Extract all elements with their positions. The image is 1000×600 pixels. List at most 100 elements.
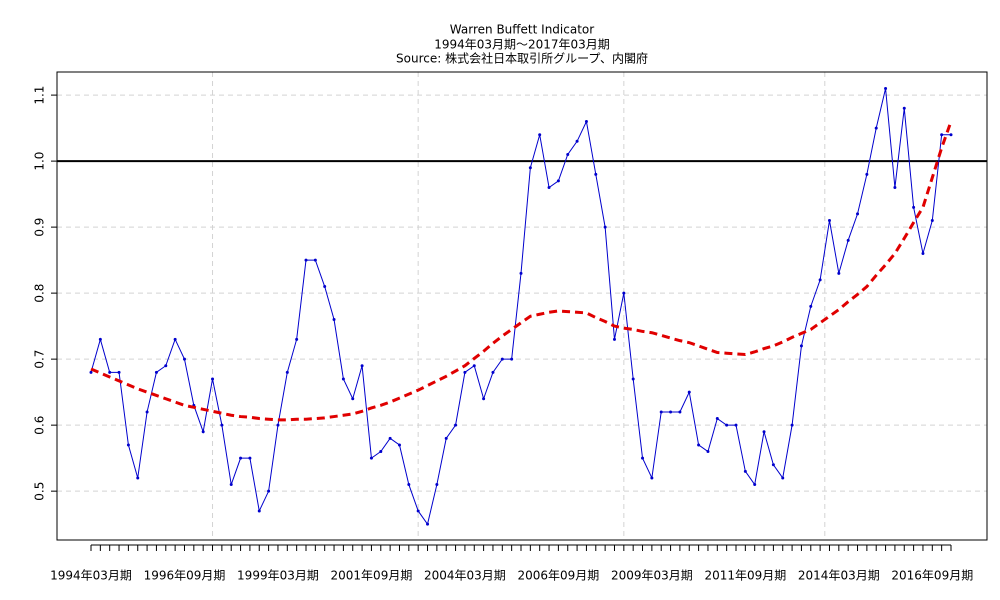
data-point — [248, 456, 252, 460]
data-point — [809, 304, 813, 308]
x-tick-label: 2016年09月期 — [891, 569, 973, 583]
data-point — [556, 179, 560, 183]
data-point — [341, 377, 345, 381]
data-point — [407, 483, 411, 487]
data-point — [173, 337, 177, 341]
y-tick-label: 0.6 — [33, 416, 47, 435]
series-line — [90, 88, 951, 526]
data-point — [678, 410, 682, 414]
data-point — [865, 172, 869, 176]
data-point — [388, 436, 392, 440]
data-point — [332, 318, 336, 322]
y-tick-label: 0.5 — [33, 482, 47, 501]
data-point — [145, 410, 149, 414]
data-point — [510, 357, 514, 361]
data-point — [781, 476, 785, 480]
data-point — [500, 357, 504, 361]
data-point — [650, 476, 654, 480]
data-point — [257, 509, 261, 513]
data-point — [584, 120, 588, 124]
data-point — [454, 423, 458, 427]
data-point — [547, 186, 551, 190]
chart-title: Warren Buffett Indicator — [450, 23, 594, 37]
x-tick-label: 1994年03月期 — [50, 569, 132, 583]
data-point — [435, 483, 439, 487]
data-point — [285, 370, 289, 374]
data-point — [444, 436, 448, 440]
data-point — [397, 443, 401, 447]
x-tick-label: 2014年03月期 — [798, 569, 880, 583]
data-point — [89, 370, 93, 374]
data-point — [799, 344, 803, 348]
data-point — [575, 139, 579, 143]
data-point — [949, 133, 953, 137]
data-point — [884, 87, 888, 91]
data-point — [126, 443, 130, 447]
data-point — [837, 271, 841, 275]
data-point — [538, 133, 542, 137]
y-tick-label: 0.8 — [33, 284, 47, 303]
data-point — [304, 258, 308, 262]
data-point — [706, 450, 710, 454]
chart-subtitle: 1994年03月期～2017年03月期 — [434, 38, 610, 52]
data-point — [940, 133, 944, 137]
data-point — [136, 476, 140, 480]
data-point — [117, 370, 121, 374]
data-point — [921, 252, 925, 256]
y-tick-label: 1.1 — [33, 86, 47, 105]
data-point — [622, 291, 626, 295]
chart-source: Source: 株式会社日本取引所グループ、内閣府 — [396, 51, 648, 66]
data-point — [472, 364, 476, 368]
data-point — [323, 285, 327, 289]
data-point — [239, 456, 243, 460]
data-point — [211, 377, 215, 381]
data-point — [182, 357, 186, 361]
x-tick-label: 2011年09月期 — [704, 569, 786, 583]
data-point — [379, 450, 383, 454]
x-tick-label: 1996年09月期 — [144, 569, 226, 583]
data-point — [734, 423, 738, 427]
data-point — [687, 390, 691, 394]
data-point — [725, 423, 729, 427]
data-point — [519, 271, 523, 275]
data-point — [426, 522, 430, 526]
data-point — [827, 219, 831, 223]
data-point — [164, 364, 168, 368]
data-point — [276, 423, 280, 427]
data-point — [220, 423, 224, 427]
data-point — [108, 370, 112, 374]
data-point — [566, 153, 570, 157]
data-point — [856, 212, 860, 216]
data-point — [912, 205, 916, 209]
data-point — [846, 238, 850, 242]
data-point — [669, 410, 673, 414]
data-point — [369, 456, 373, 460]
data-point — [893, 186, 897, 190]
y-tick-label: 1.0 — [33, 152, 47, 171]
data-point — [641, 456, 645, 460]
data-point — [313, 258, 317, 262]
data-point — [697, 443, 701, 447]
x-tick-label: 2004年03月期 — [424, 569, 506, 583]
x-tick-label: 1999年03月期 — [237, 569, 319, 583]
data-point — [762, 430, 766, 434]
x-tick-label: 2006年09月期 — [517, 569, 599, 583]
data-point — [753, 483, 757, 487]
data-point — [603, 225, 607, 229]
data-point — [98, 337, 102, 341]
data-point — [902, 106, 906, 110]
data-point — [743, 469, 747, 473]
data-point — [295, 337, 299, 341]
data-point — [528, 166, 532, 170]
data-point — [594, 172, 598, 176]
data-point — [631, 377, 635, 381]
data-point — [715, 417, 719, 421]
data-point — [154, 370, 158, 374]
y-tick-label: 0.7 — [33, 350, 47, 369]
data-point — [659, 410, 663, 414]
data-point — [267, 489, 271, 493]
data-point — [201, 430, 205, 434]
data-point — [874, 126, 878, 130]
data-point — [818, 278, 822, 282]
